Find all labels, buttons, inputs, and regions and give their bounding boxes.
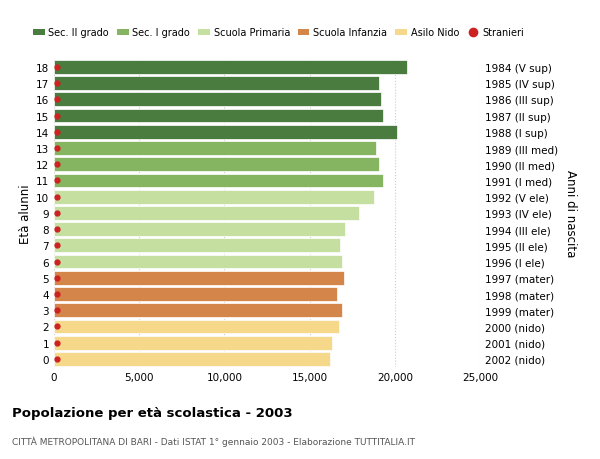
Y-axis label: Anni di nascita: Anni di nascita (563, 170, 577, 257)
Bar (54, 255, 342, 269)
Bar (54, 287, 337, 301)
Text: CITTÀ METROPOLITANA DI BARI - Dati ISTAT 1° gennaio 2003 - Elaborazione TUTTITAL: CITTÀ METROPOLITANA DI BARI - Dati ISTAT… (12, 436, 415, 447)
Bar (54, 126, 397, 140)
Bar (54, 93, 381, 107)
Bar (54, 190, 374, 204)
Bar (54, 271, 344, 285)
Y-axis label: Età alunni: Età alunni (19, 184, 32, 243)
Bar (54, 142, 376, 156)
Bar (54, 304, 342, 318)
Bar (54, 352, 330, 366)
Bar (54, 174, 383, 188)
Bar (54, 109, 383, 123)
Bar (54, 61, 407, 75)
Bar (54, 223, 346, 236)
Bar (54, 77, 379, 91)
Bar (54, 336, 332, 350)
Legend: Sec. II grado, Sec. I grado, Scuola Primaria, Scuola Infanzia, Asilo Nido, Stran: Sec. II grado, Sec. I grado, Scuola Prim… (29, 24, 528, 42)
Bar (54, 239, 340, 253)
Bar (54, 320, 338, 334)
Bar (54, 158, 379, 172)
Bar (54, 207, 359, 220)
Text: Popolazione per età scolastica - 2003: Popolazione per età scolastica - 2003 (12, 406, 293, 419)
